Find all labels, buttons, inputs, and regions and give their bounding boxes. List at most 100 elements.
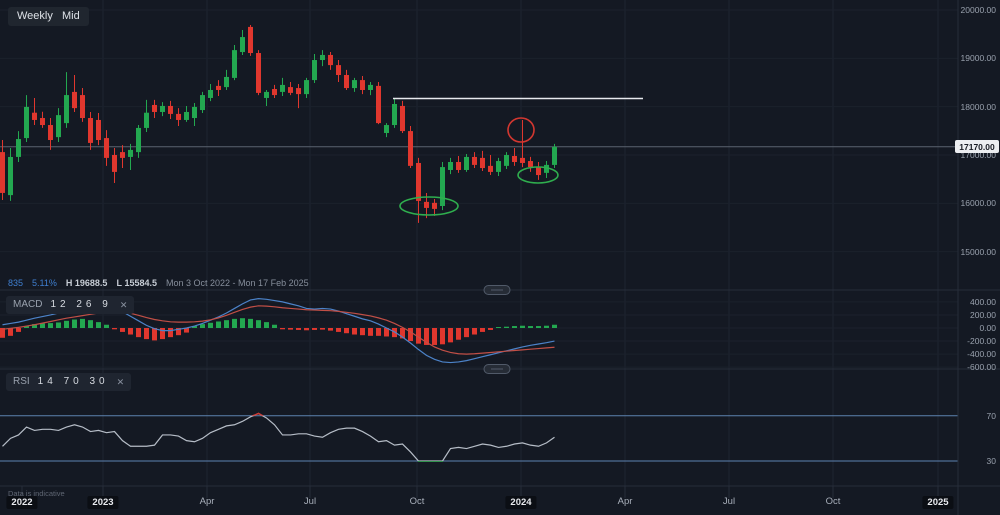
time-tick-month: Apr: [199, 496, 215, 507]
candle-body: [384, 125, 389, 134]
price-axis[interactable]: 20000.00 19000.00 18000.00 17000.00 16000.00…: [958, 0, 1000, 486]
candle-body: [440, 167, 445, 206]
macd-histogram-bar: [472, 328, 477, 335]
price-tick-label: 16000.00: [960, 198, 996, 209]
candle-body: [88, 118, 93, 143]
price-tick-label: 19000.00: [960, 53, 996, 64]
macd-histogram-bar: [200, 324, 205, 328]
macd-histogram-bar: [328, 328, 333, 331]
macd-histogram-bar: [152, 328, 157, 341]
macd-histogram-bar: [360, 328, 365, 336]
macd-label: MACD: [13, 299, 43, 310]
macd-histogram-bar: [280, 328, 285, 330]
macd-histogram-bar: [336, 328, 341, 332]
price-tick-label: 15000.00: [960, 246, 996, 257]
macd-histogram-bar: [512, 326, 517, 328]
green-ellipse-annotation[interactable]: [399, 196, 459, 216]
macd-histogram-bar: [24, 326, 29, 328]
time-axis[interactable]: 2022 2023 Apr Jul Oct 2024 Apr Jul Oct 2025: [0, 486, 1000, 515]
macd-histogram-bar: [32, 324, 37, 328]
range-low: L 15584.5: [116, 278, 158, 288]
macd-histogram-bar: [536, 326, 541, 328]
candle-body: [120, 152, 125, 158]
timeframe-button[interactable]: Weekly: [8, 7, 62, 26]
macd-tick-label: 200.00: [970, 309, 996, 320]
candle-body: [296, 88, 301, 95]
macd-histogram-bar: [88, 320, 93, 328]
macd-histogram-bar: [160, 328, 165, 340]
candlestick-series: [0, 24, 557, 223]
macd-histogram-bar: [128, 328, 133, 335]
time-tick-year: 2024: [505, 496, 537, 509]
candle-body: [56, 115, 61, 138]
candle-body: [216, 85, 221, 90]
grid-lines: [21, 0, 939, 498]
candle-body: [416, 162, 421, 201]
candle-body: [496, 161, 501, 172]
candle-body: [344, 75, 349, 89]
time-tick-year: 2022: [6, 496, 38, 509]
macd-histogram-bar: [400, 328, 405, 339]
candle-body: [240, 37, 245, 53]
candle-body: [8, 156, 13, 196]
macd-tick-label: 0.00: [979, 323, 996, 333]
candle-body: [328, 54, 333, 66]
time-tick-year: 2025: [922, 496, 954, 509]
macd-histogram-bar: [416, 328, 421, 344]
rsi-overbought-segment: [251, 412, 264, 416]
macd-histogram-bar: [552, 324, 557, 328]
macd-histogram-bar: [288, 328, 293, 330]
rsi-indicator-chip[interactable]: RSI 14 70 30 ✕: [6, 373, 132, 391]
candle-body: [152, 104, 157, 112]
candle-body: [352, 80, 357, 89]
macd-histogram-bar: [304, 328, 309, 331]
macd-histogram-bar: [384, 328, 389, 337]
candle-body: [448, 162, 453, 170]
candle-body: [208, 89, 213, 98]
candle-body: [320, 54, 325, 61]
price-type-button[interactable]: Mid: [53, 7, 89, 26]
price-tick-label: 17000.00: [960, 149, 996, 160]
macd-histogram-bar: [40, 323, 45, 328]
macd-histogram-bar: [120, 328, 125, 332]
macd-histogram-bar: [440, 328, 445, 345]
candle-body: [504, 154, 509, 166]
macd-histogram-bar: [16, 328, 21, 332]
candle-body: [312, 60, 317, 81]
red-ellipse-annotation[interactable]: [507, 117, 535, 143]
candle-body: [400, 105, 405, 132]
price-tick-label: 20000.00: [960, 5, 996, 15]
macd-histogram-bar: [0, 328, 5, 338]
time-tick-month: Jul: [722, 496, 736, 507]
rsi-close-icon[interactable]: ✕: [116, 376, 125, 387]
macd-histogram-bar: [168, 328, 173, 338]
macd-histogram-bar: [64, 320, 69, 328]
macd-histogram-bar: [48, 323, 53, 328]
candle-body: [232, 50, 237, 78]
macd-histogram-bar: [224, 320, 229, 328]
candle-body: [96, 119, 101, 141]
time-tick-month: Jul: [303, 496, 317, 507]
macd-histogram-bar: [504, 326, 509, 328]
green-ellipse-annotation[interactable]: [517, 166, 559, 184]
candle-body: [544, 164, 549, 173]
macd-close-icon[interactable]: ✕: [119, 299, 128, 310]
range-high: H 19688.5: [65, 278, 108, 288]
candle-body: [224, 76, 229, 88]
macd-histogram-bar: [8, 328, 13, 336]
macd-indicator-chip[interactable]: MACD 12 26 9 ✕: [6, 296, 135, 314]
candle-body: [376, 85, 381, 124]
rsi-oversold-segment: [417, 461, 444, 462]
macd-params: 12 26 9: [50, 299, 112, 310]
macd-histogram-bar: [272, 324, 277, 328]
macd-histogram-bar: [448, 328, 453, 343]
candle-body: [408, 131, 413, 166]
time-tick-year: 2023: [87, 496, 119, 509]
macd-histogram-bar: [464, 328, 469, 338]
macd-histogram-bar: [528, 326, 533, 328]
candle-body: [472, 156, 477, 165]
candle-body: [144, 112, 149, 128]
candle-body: [136, 127, 141, 153]
candle-body: [336, 65, 341, 76]
